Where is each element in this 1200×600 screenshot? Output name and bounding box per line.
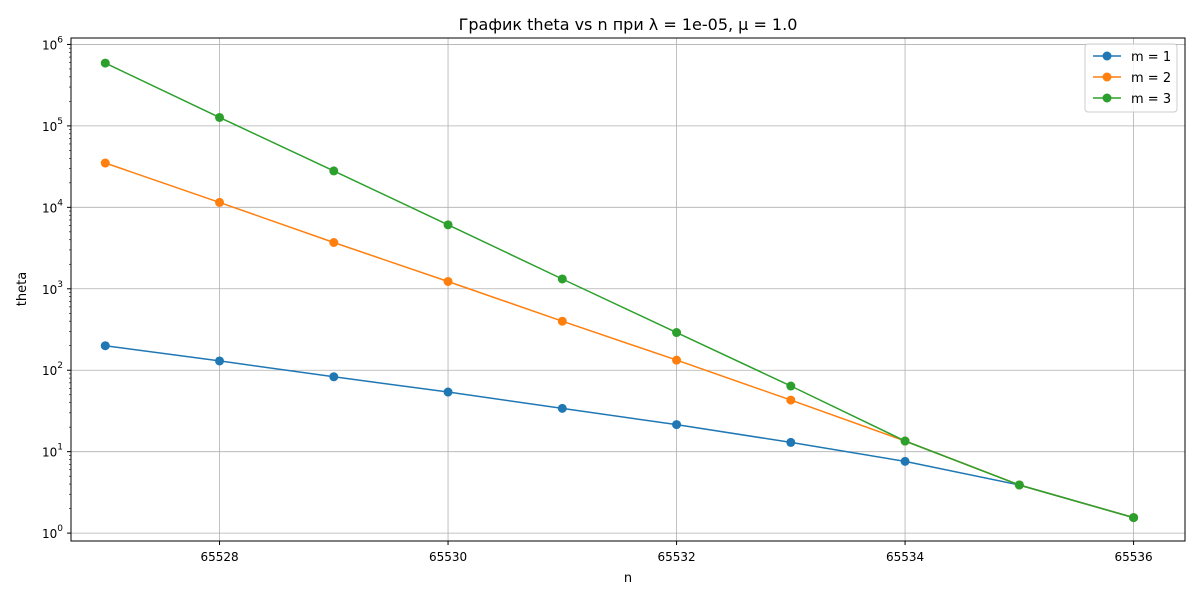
y-tick-exponent: 3 — [57, 280, 63, 290]
chart-title: График theta vs n при λ = 1e-05, μ = 1.0 — [459, 15, 798, 34]
data-point — [100, 58, 110, 68]
y-axis-label: theta — [15, 272, 30, 306]
x-tick-label: 65534 — [886, 550, 924, 564]
x-tick-label: 65532 — [657, 550, 695, 564]
data-point — [672, 420, 682, 430]
data-point — [672, 355, 682, 365]
legend-item: m = 2 — [1093, 71, 1171, 86]
y-tick-exponent: 5 — [57, 117, 63, 127]
series-3 — [100, 58, 1139, 523]
data-point — [557, 316, 567, 326]
y-tick-label: 102 — [42, 361, 63, 378]
y-tick-base: 10 — [42, 283, 57, 297]
series-line — [104, 62, 1134, 519]
y-tick-base: 10 — [42, 527, 57, 541]
data-point — [100, 158, 110, 168]
y-tick-base: 10 — [42, 120, 57, 134]
data-point — [443, 220, 453, 230]
data-point — [443, 387, 453, 397]
data-point — [786, 395, 796, 405]
data-point — [215, 356, 225, 366]
series-layer — [100, 58, 1139, 523]
data-point — [1129, 513, 1139, 523]
x-axis: 65528 65530 65532 65534 65536 — [200, 541, 1153, 564]
series-line — [105, 344, 1134, 519]
y-tick-base: 10 — [42, 201, 57, 215]
x-tick-label: 65530 — [429, 550, 467, 564]
legend-label: m = 2 — [1131, 71, 1171, 86]
data-point — [900, 456, 910, 466]
x-tick-label: 65536 — [1114, 550, 1152, 564]
x-axis-label: n — [624, 571, 632, 586]
data-point — [329, 372, 339, 382]
legend-label: m = 3 — [1131, 92, 1171, 107]
data-point — [443, 276, 453, 286]
legend-swatch-marker — [1102, 72, 1112, 82]
x-tick-label: 65528 — [200, 550, 238, 564]
y-tick-exponent: 2 — [57, 361, 63, 371]
y-tick-label: 106 — [42, 35, 63, 52]
data-point — [557, 403, 567, 413]
legend-label: m = 1 — [1131, 50, 1171, 65]
data-point — [329, 166, 339, 176]
y-tick-exponent: 1 — [57, 443, 63, 453]
y-tick-exponent: 6 — [57, 35, 63, 45]
data-point — [215, 112, 225, 122]
y-tick-exponent: 0 — [57, 524, 63, 534]
data-point — [100, 341, 110, 351]
legend-item: m = 3 — [1093, 92, 1171, 107]
y-tick-base: 10 — [42, 364, 57, 378]
data-point — [215, 197, 225, 207]
data-point — [557, 274, 567, 284]
legend-swatch-marker — [1102, 93, 1112, 103]
y-tick-label: 105 — [42, 117, 63, 134]
legend: m = 1 m = 2 m = 3 — [1084, 43, 1178, 113]
data-point — [1014, 480, 1024, 490]
y-tick-exponent: 4 — [57, 198, 63, 208]
data-point — [900, 436, 910, 446]
y-tick-label: 101 — [42, 443, 63, 460]
legend-swatch-marker — [1102, 51, 1112, 61]
y-tick-label: 104 — [42, 198, 63, 215]
data-point — [329, 238, 339, 248]
data-point — [786, 437, 796, 447]
y-tick-label: 103 — [42, 280, 63, 297]
y-tick-label: 100 — [42, 524, 63, 541]
y-tick-base: 10 — [42, 446, 57, 460]
data-point — [672, 328, 682, 338]
legend-item: m = 1 — [1093, 50, 1171, 65]
data-point — [786, 381, 796, 391]
grid — [71, 38, 1185, 541]
plot-frame — [70, 37, 1186, 542]
y-tick-base: 10 — [42, 38, 57, 52]
